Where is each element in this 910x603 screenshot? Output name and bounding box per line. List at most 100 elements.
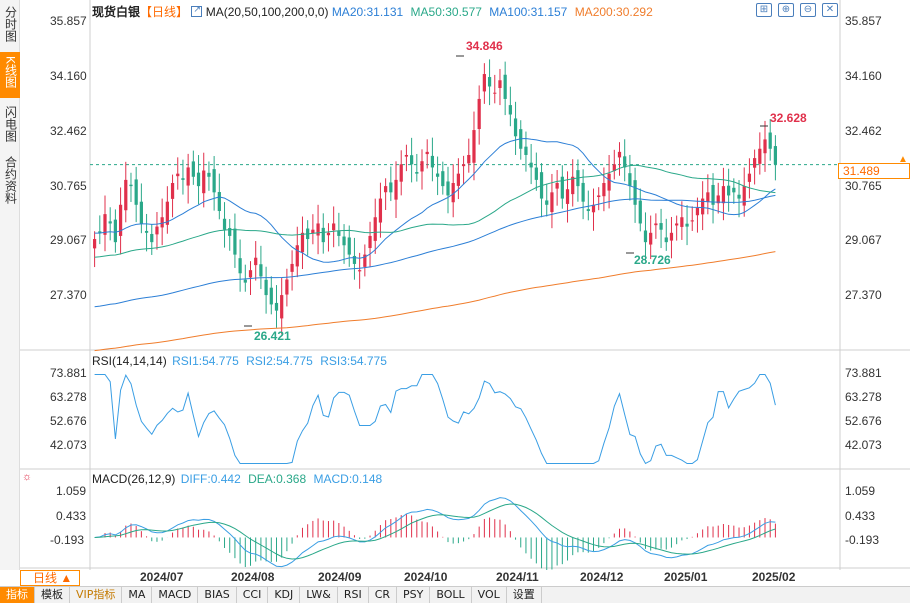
candle-body	[332, 223, 336, 231]
rsi1-value: RSI1:54.775	[172, 354, 239, 368]
candle-body	[207, 172, 211, 177]
candle-body	[503, 74, 507, 99]
candle-body	[191, 161, 195, 177]
candle-body	[326, 232, 331, 236]
left-price-tick: 27.370	[50, 288, 87, 302]
candle-body	[513, 118, 518, 137]
candle-body	[118, 204, 123, 236]
candle-body	[706, 192, 710, 203]
kdj-tab[interactable]: KDJ	[268, 587, 301, 603]
left-price-tick: 35.857	[50, 14, 87, 28]
tab-contract-info[interactable]: 合约资料	[0, 152, 20, 212]
ma-settings-icon[interactable]: ↗	[191, 4, 203, 17]
tab-kline-label: K线图	[3, 56, 18, 89]
candle-body	[617, 151, 622, 158]
rsi-tab[interactable]: RSI	[338, 587, 369, 603]
cr-tab[interactable]: CR	[369, 587, 398, 603]
zoom-out-icon[interactable]: ⊖	[800, 3, 816, 17]
candle-body	[565, 189, 570, 204]
kline-chart[interactable]	[0, 0, 910, 570]
indicator-tab[interactable]: 指标	[0, 587, 35, 603]
candle-body	[243, 279, 247, 283]
candle-body	[363, 254, 367, 267]
x-axis-date: 2024/07	[140, 570, 184, 584]
boll-tab[interactable]: BOLL	[430, 587, 472, 603]
macd-header: MACD(26,12,9) DIFF:0.442 DEA:0.368 MACD:…	[92, 472, 382, 486]
macd-left-tick: 0.433	[56, 509, 87, 523]
candle-body	[727, 185, 731, 196]
candle-body	[591, 204, 596, 213]
rsi-title: RSI(14,14,14)	[92, 354, 167, 368]
candle-body	[701, 198, 705, 215]
candle-body	[675, 223, 679, 226]
candle-body	[763, 139, 767, 154]
tab-kline[interactable]: K线图	[0, 52, 20, 98]
candle-body	[477, 98, 481, 130]
candle-body	[721, 186, 726, 204]
right-price-tick: 30.765	[845, 179, 882, 193]
candle-body	[264, 279, 268, 296]
template-tab[interactable]: 模板	[35, 587, 70, 603]
rsi-right-tick: 63.278	[845, 390, 882, 404]
rsi-line	[94, 374, 776, 465]
bias-tab[interactable]: BIAS	[198, 587, 237, 603]
left-price-tick: 29.067	[50, 233, 87, 247]
right-price-tick: 34.160	[845, 69, 882, 83]
candle-body	[768, 132, 772, 149]
candle-body	[529, 162, 533, 168]
candle-body	[711, 184, 715, 205]
ma50-line	[94, 164, 776, 258]
candle-body	[165, 201, 169, 225]
candle-body	[108, 221, 112, 224]
macd-tab[interactable]: MACD	[152, 587, 199, 603]
lwr-tab[interactable]: LW&	[300, 587, 338, 603]
tab-timeshare[interactable]: 分时图	[0, 2, 20, 48]
candle-body	[399, 164, 403, 182]
candle-body	[446, 181, 450, 196]
grid-icon[interactable]: ⊞	[756, 3, 772, 17]
candle-body	[113, 219, 117, 243]
candle-body	[633, 180, 637, 205]
candle-body	[124, 179, 128, 211]
candle-body	[586, 209, 590, 212]
high-price-label: 34.846	[466, 39, 503, 53]
close-icon[interactable]: ✕	[822, 3, 838, 17]
candle-body	[482, 74, 486, 92]
candle-body	[607, 173, 611, 191]
candle-body	[420, 161, 424, 172]
candle-body	[368, 235, 372, 249]
psy-tab[interactable]: PSY	[397, 587, 431, 603]
cci-tab[interactable]: CCI	[237, 587, 269, 603]
zoom-in-icon[interactable]: ⊕	[778, 3, 794, 17]
macd-right-tick: -0.193	[845, 533, 880, 547]
candle-body	[571, 176, 575, 195]
vip-indicator-tab[interactable]: VIP指标	[70, 587, 123, 603]
macd-settings-icon[interactable]: ☼	[22, 471, 33, 483]
macd-diff-line	[94, 497, 776, 568]
ma-tab[interactable]: MA	[122, 587, 153, 603]
candle-body	[560, 176, 564, 199]
candle-body	[290, 263, 294, 272]
tab-lightning[interactable]: 闪电图	[0, 102, 20, 148]
ma-title: MA(20,50,100,200,0,0)	[205, 5, 329, 19]
candle-body	[508, 105, 512, 115]
macd-dea: DEA:0.368	[248, 472, 307, 486]
candle-body	[716, 195, 720, 204]
rsi-left-tick: 52.676	[50, 414, 87, 428]
candle-body	[176, 173, 180, 177]
candle-body	[295, 245, 299, 267]
ma100-value: MA100:31.157	[489, 5, 568, 19]
candle-body	[758, 148, 762, 164]
candle-body	[742, 186, 746, 206]
candle-body	[134, 179, 138, 205]
candle-body	[378, 198, 383, 223]
candle-body	[170, 183, 175, 199]
rsi-right-tick: 42.073	[845, 438, 882, 452]
period-selector-button[interactable]: 日线 ▲	[20, 570, 80, 586]
ma20-line	[94, 137, 776, 263]
candle-body	[196, 172, 201, 187]
settings-tab[interactable]: 设置	[507, 587, 542, 603]
vol-tab[interactable]: VOL	[472, 587, 507, 603]
rsi-left-tick: 73.881	[50, 366, 87, 380]
tab-contract-info-label: 合约资料	[3, 156, 18, 204]
